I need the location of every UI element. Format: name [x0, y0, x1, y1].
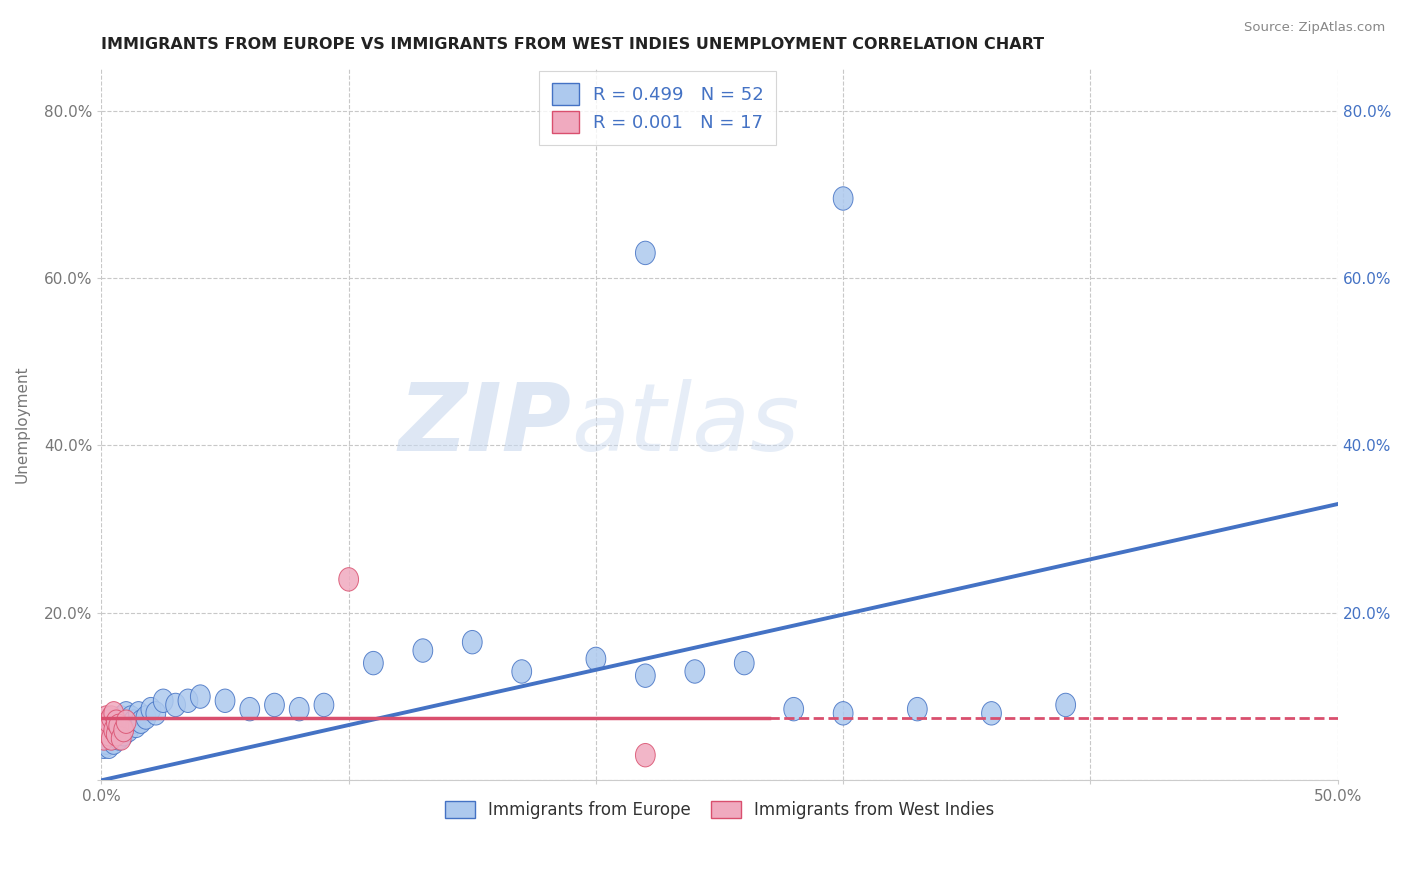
Ellipse shape	[114, 723, 134, 746]
Ellipse shape	[136, 706, 156, 730]
Ellipse shape	[179, 689, 198, 713]
Ellipse shape	[240, 698, 260, 721]
Y-axis label: Unemployment: Unemployment	[15, 366, 30, 483]
Ellipse shape	[101, 727, 121, 750]
Ellipse shape	[734, 651, 754, 675]
Legend: Immigrants from Europe, Immigrants from West Indies: Immigrants from Europe, Immigrants from …	[439, 794, 1001, 825]
Ellipse shape	[512, 660, 531, 683]
Ellipse shape	[94, 727, 114, 750]
Ellipse shape	[98, 710, 118, 733]
Ellipse shape	[111, 727, 131, 750]
Ellipse shape	[98, 723, 118, 746]
Ellipse shape	[586, 648, 606, 671]
Ellipse shape	[107, 710, 127, 733]
Ellipse shape	[97, 718, 117, 742]
Ellipse shape	[339, 567, 359, 591]
Ellipse shape	[907, 698, 927, 721]
Ellipse shape	[117, 710, 136, 733]
Text: Source: ZipAtlas.com: Source: ZipAtlas.com	[1244, 21, 1385, 34]
Ellipse shape	[118, 718, 139, 742]
Ellipse shape	[685, 660, 704, 683]
Ellipse shape	[108, 727, 128, 750]
Ellipse shape	[97, 718, 117, 742]
Ellipse shape	[290, 698, 309, 721]
Ellipse shape	[124, 710, 143, 733]
Ellipse shape	[104, 702, 124, 725]
Ellipse shape	[108, 714, 128, 738]
Ellipse shape	[107, 723, 127, 746]
Ellipse shape	[463, 631, 482, 654]
Ellipse shape	[146, 702, 166, 725]
Ellipse shape	[141, 698, 160, 721]
Ellipse shape	[636, 241, 655, 265]
Ellipse shape	[117, 702, 136, 725]
Ellipse shape	[1056, 693, 1076, 716]
Ellipse shape	[104, 718, 124, 742]
Ellipse shape	[107, 723, 127, 746]
Ellipse shape	[97, 706, 117, 730]
Ellipse shape	[981, 702, 1001, 725]
Ellipse shape	[364, 651, 384, 675]
Ellipse shape	[101, 714, 121, 738]
Ellipse shape	[94, 735, 114, 758]
Text: ZIP: ZIP	[398, 378, 571, 470]
Ellipse shape	[413, 639, 433, 662]
Text: IMMIGRANTS FROM EUROPE VS IMMIGRANTS FROM WEST INDIES UNEMPLOYMENT CORRELATION C: IMMIGRANTS FROM EUROPE VS IMMIGRANTS FRO…	[101, 37, 1045, 53]
Ellipse shape	[834, 186, 853, 211]
Ellipse shape	[101, 706, 121, 730]
Ellipse shape	[190, 685, 211, 708]
Ellipse shape	[108, 714, 128, 738]
Ellipse shape	[131, 710, 150, 733]
Ellipse shape	[314, 693, 333, 716]
Ellipse shape	[97, 731, 117, 755]
Ellipse shape	[153, 689, 173, 713]
Ellipse shape	[98, 735, 118, 758]
Ellipse shape	[111, 718, 131, 742]
Ellipse shape	[107, 710, 127, 733]
Ellipse shape	[104, 718, 124, 742]
Ellipse shape	[101, 727, 121, 750]
Ellipse shape	[834, 702, 853, 725]
Text: atlas: atlas	[571, 379, 800, 470]
Ellipse shape	[166, 693, 186, 716]
Ellipse shape	[127, 714, 146, 738]
Ellipse shape	[783, 698, 804, 721]
Ellipse shape	[128, 702, 149, 725]
Ellipse shape	[114, 718, 134, 742]
Ellipse shape	[636, 664, 655, 688]
Ellipse shape	[264, 693, 284, 716]
Ellipse shape	[121, 706, 141, 730]
Ellipse shape	[117, 714, 136, 738]
Ellipse shape	[215, 689, 235, 713]
Ellipse shape	[636, 743, 655, 767]
Ellipse shape	[114, 710, 134, 733]
Ellipse shape	[111, 706, 131, 730]
Ellipse shape	[98, 723, 118, 746]
Ellipse shape	[104, 731, 124, 755]
